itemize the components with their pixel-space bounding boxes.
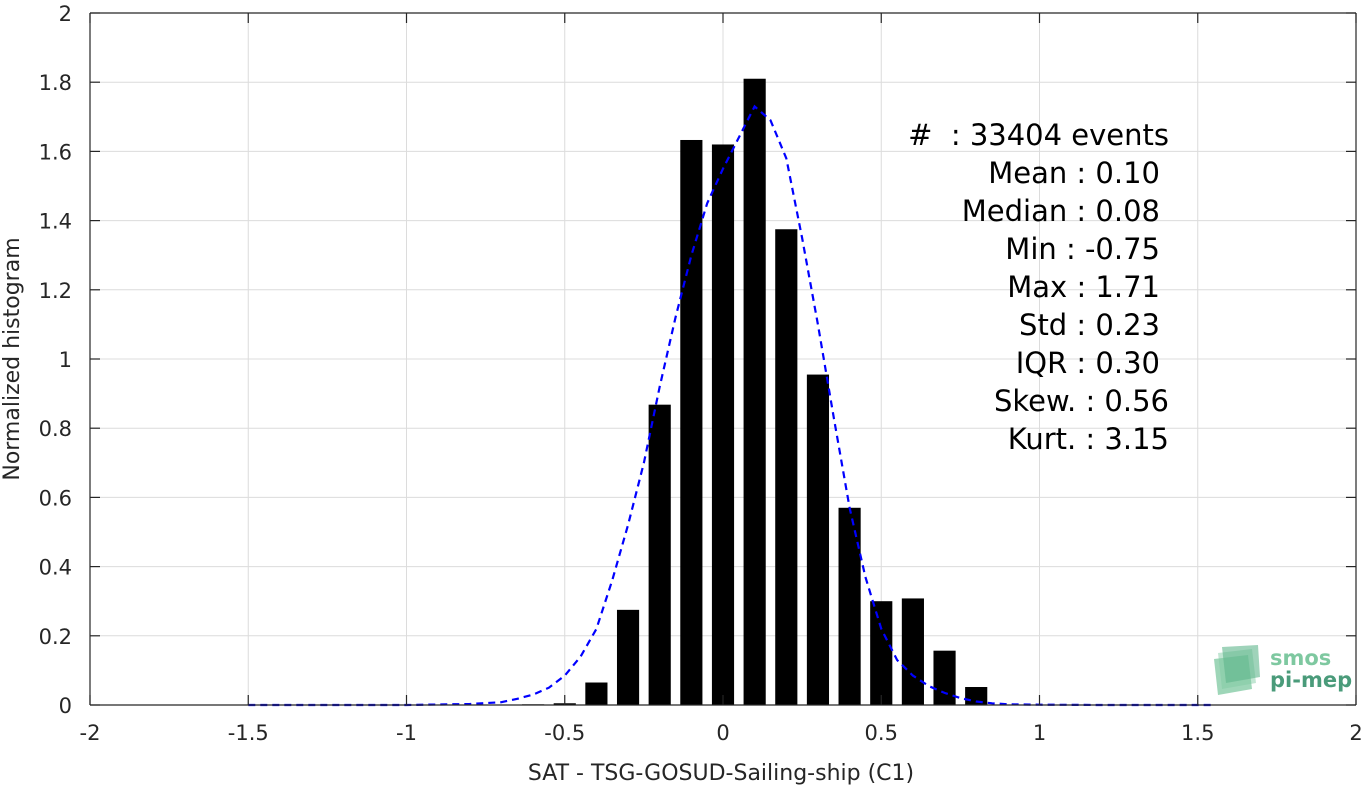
y-tick-label: 1.2 bbox=[39, 279, 72, 303]
histogram-bar bbox=[806, 374, 830, 705]
logo-line2: pi-mep bbox=[1270, 668, 1352, 692]
x-axis-label: SAT - TSG-GOSUD-Sailing-ship (C1) bbox=[528, 761, 914, 786]
y-tick-label: 1 bbox=[59, 348, 72, 372]
statistics-box: # : 33404 events Mean : 0.10 Median : 0.08… bbox=[908, 118, 1169, 456]
x-tick-label: 2 bbox=[1349, 721, 1362, 745]
stat-line: IQR : 0.30 bbox=[1016, 346, 1160, 380]
y-tick-label: 0.2 bbox=[39, 625, 72, 649]
histogram-bar bbox=[680, 139, 703, 705]
y-tick-label: 0.8 bbox=[39, 417, 72, 441]
x-tick-label: -1.5 bbox=[228, 721, 269, 745]
histogram-bar bbox=[933, 650, 956, 705]
stat-line: Min : -0.75 bbox=[1005, 232, 1160, 266]
stat-line: Skew. : 0.56 bbox=[994, 384, 1169, 418]
histogram-bar bbox=[648, 404, 671, 705]
logo-line1: smos bbox=[1270, 646, 1331, 670]
stat-line: Median : 0.08 bbox=[962, 194, 1160, 228]
stat-line: Mean : 0.10 bbox=[988, 156, 1160, 190]
histogram-bar bbox=[585, 682, 608, 705]
histogram-bar bbox=[616, 609, 640, 705]
histogram-bar bbox=[838, 507, 861, 705]
stat-line: Max : 1.71 bbox=[1007, 270, 1160, 304]
y-tick-label: 1.8 bbox=[39, 71, 72, 95]
histogram-bar bbox=[743, 78, 766, 706]
y-tick-label: 0.4 bbox=[39, 556, 72, 580]
y-tick-label: 0 bbox=[59, 694, 72, 718]
x-tick-label: -0.5 bbox=[544, 721, 585, 745]
stat-line: Kurt. : 3.15 bbox=[1008, 422, 1169, 456]
y-tick-label: 0.6 bbox=[39, 486, 72, 510]
axes-frame bbox=[89, 12, 1357, 706]
y-tick-label: 1.4 bbox=[39, 210, 72, 234]
histogram-bars bbox=[522, 78, 988, 706]
x-tick-labels: -2 -1.5 -1 -0.5 0 0.5 1 1.5 2 bbox=[80, 721, 1363, 745]
stat-line: # : 33404 events bbox=[908, 118, 1169, 152]
fit-curve bbox=[248, 104, 1214, 707]
histogram-bar bbox=[775, 229, 798, 705]
histogram-bar bbox=[870, 601, 893, 705]
y-tick-labels: 0 0.2 0.4 0.6 0.8 1 1.2 1.4 1.6 1.8 2 bbox=[39, 2, 72, 718]
histogram-bar bbox=[901, 598, 924, 705]
y-tick-label: 1.6 bbox=[39, 140, 72, 164]
y-axis-label: Normalized histogram bbox=[0, 237, 25, 480]
x-tick-label: 0.5 bbox=[865, 721, 898, 745]
x-tick-label: -2 bbox=[80, 721, 101, 745]
stat-line: Std : 0.23 bbox=[1019, 308, 1160, 342]
histogram-bar bbox=[711, 144, 735, 706]
x-tick-label: 1.5 bbox=[1181, 721, 1214, 745]
x-tick-label: 1 bbox=[1033, 721, 1046, 745]
x-tick-label: 0 bbox=[716, 721, 729, 745]
x-tick-label: -1 bbox=[396, 721, 417, 745]
smos-pimep-logo: smos pi-mep bbox=[1214, 645, 1352, 695]
y-tick-label: 2 bbox=[59, 2, 72, 26]
